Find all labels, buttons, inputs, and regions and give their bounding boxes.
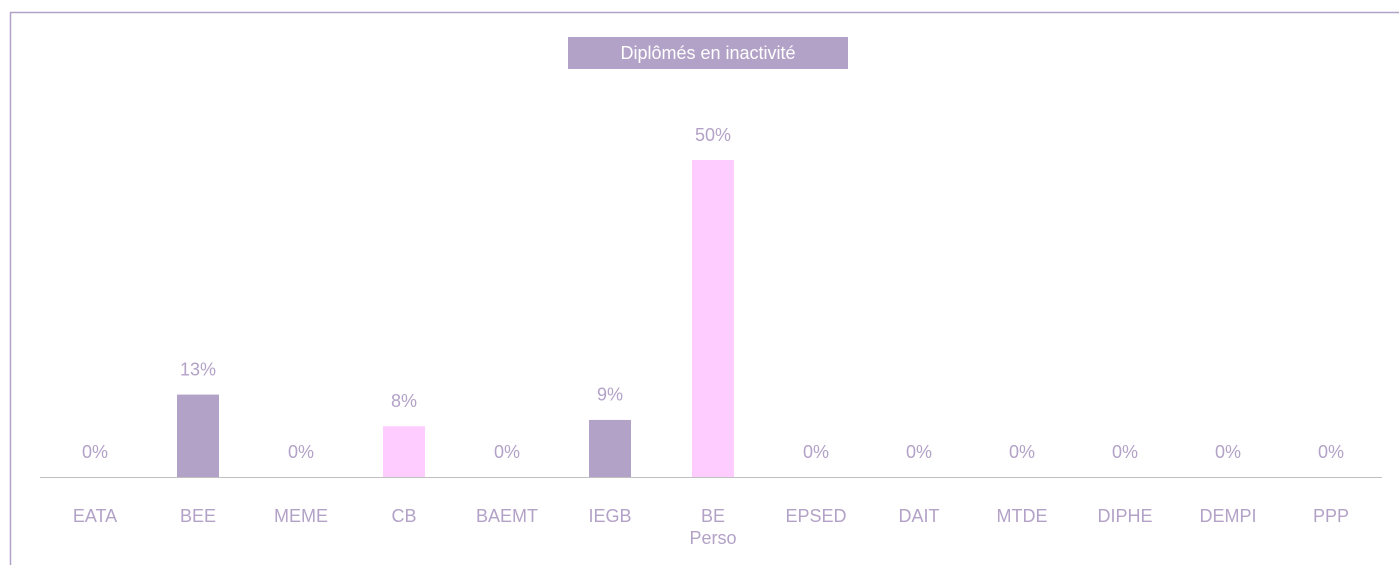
value-label: 0% [1318, 442, 1344, 462]
value-label: 0% [1009, 442, 1035, 462]
x-tick-label: BE Perso [689, 506, 737, 548]
x-tick-label: MEME [274, 506, 328, 526]
value-label: 0% [1215, 442, 1241, 462]
value-label: 0% [494, 442, 520, 462]
value-label: 0% [82, 442, 108, 462]
x-tick-label: CB [391, 506, 417, 526]
value-label: 9% [597, 385, 623, 405]
value-label: 0% [1112, 442, 1138, 462]
x-tick-label: EPSED [785, 506, 847, 526]
x-tick-label: BAEMT [475, 506, 538, 526]
bar [177, 394, 219, 477]
bar [383, 426, 425, 477]
value-label: 13% [180, 359, 216, 379]
x-tick-label: BEE [179, 506, 217, 526]
value-label: 50% [695, 125, 731, 145]
x-tick-label: DIPHE [1097, 506, 1153, 526]
value-label: 0% [906, 442, 932, 462]
chart-title: Diplômés en inactivité [568, 37, 848, 69]
x-tick-label: MTDE [996, 506, 1048, 526]
x-tick-label: DEMPI [1199, 506, 1257, 526]
x-tick-label: EATA [72, 506, 118, 526]
bar [692, 160, 734, 477]
value-label: 0% [803, 442, 829, 462]
bar [589, 419, 631, 477]
x-tick-label: DAIT [898, 506, 940, 526]
value-label: 8% [391, 391, 417, 411]
x-tick-label: IEGB [588, 506, 632, 526]
value-label: 0% [288, 442, 314, 462]
frame [9, 11, 1399, 565]
x-tick-label: PPP [1312, 506, 1350, 526]
